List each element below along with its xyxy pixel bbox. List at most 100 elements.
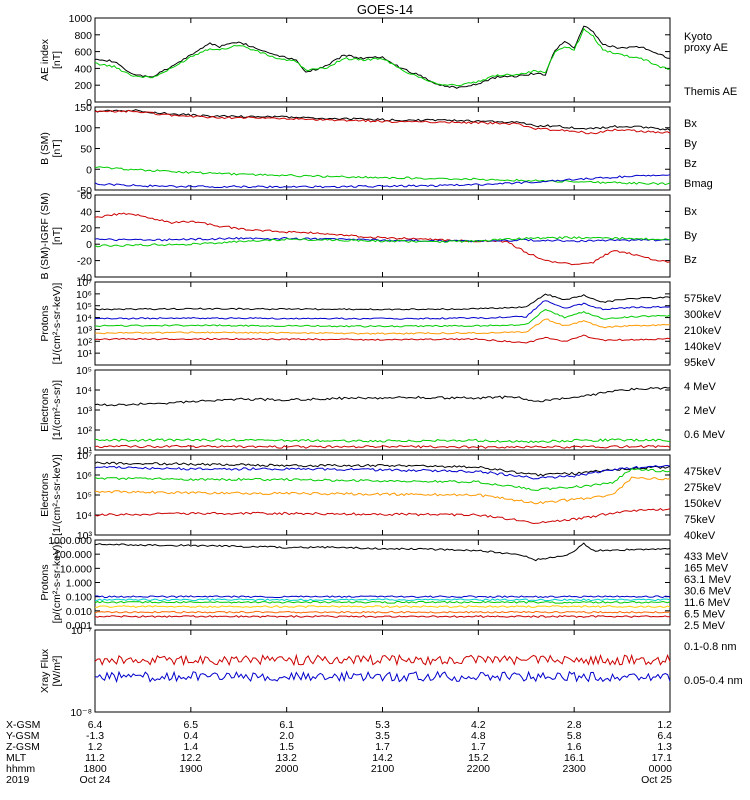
footer-cell: 6.1: [279, 719, 294, 731]
series-line-210kev: [94, 309, 671, 328]
panel-frame: [94, 194, 671, 278]
legend-entry: 95keV: [684, 357, 716, 369]
footer-row-label: Y-GSM: [6, 730, 39, 742]
y-axis-label: Electrons: [39, 388, 51, 432]
y-tick-label: 40: [80, 206, 92, 218]
panel-electrons_kev: 10⁷ 10⁶ 10⁵ 10⁴ 10³ Electrons [1/(cm²-s-sr-keV…: [39, 450, 722, 542]
y-tick-label: 10⁴: [76, 510, 92, 522]
footer-cell: 5.3: [375, 719, 390, 731]
footer-cell: 16.1: [564, 752, 585, 764]
y-tick-label: 10⁷: [77, 277, 93, 289]
series-line-kyoto-proxy-ae: [94, 27, 671, 87]
footer-cell: 6.4: [657, 730, 672, 742]
y-tick-label: 100.000: [54, 549, 92, 561]
series-line-0-6-mev: [94, 386, 671, 407]
footer-cell: 1.2: [88, 741, 103, 753]
legend-entry: proxy AE: [684, 42, 728, 54]
legend-entry: 63.1 MeV: [684, 574, 732, 586]
y-tick-label: 10⁵: [76, 490, 92, 502]
panel-frame: [94, 17, 671, 103]
y-tick-label: 0.001: [66, 620, 92, 632]
y-tick-label: 10⁶: [76, 289, 92, 301]
legend-entry: 11.6 MeV: [684, 597, 731, 609]
footer-row-label: MLT: [6, 752, 27, 764]
panel-frame: [94, 629, 671, 713]
y-axis-label: Protons: [39, 564, 51, 600]
series-line-475kev: [94, 507, 671, 525]
legend-entry: 6.5 MeV: [684, 609, 726, 621]
series-line-165-mev: [94, 610, 670, 614]
series-line-themis-ae: [94, 25, 670, 89]
series-line-bx: [94, 236, 671, 243]
footer-cell: 4.2: [471, 719, 486, 731]
y-axis-label: [nT]: [51, 227, 63, 245]
panel-electrons_mev: 10⁵ 10⁴ 10³ 10² 10¹ Electrons [1/(cm²-s-sr)] 4 …: [39, 365, 726, 457]
series-line-4-mev: [94, 444, 671, 449]
series-line-40kev: [94, 461, 671, 477]
legend-entry: 2 MeV: [684, 405, 716, 417]
legend-entry: 575keV: [684, 293, 722, 305]
y-tick-label: 100: [74, 123, 92, 135]
series-line-275kev: [94, 476, 671, 505]
y-tick-label: 0: [86, 164, 92, 176]
footer-cell: 15.2: [468, 752, 489, 764]
y-tick-label: 10⁶: [76, 470, 92, 482]
footer-cell: 0.4: [184, 730, 199, 742]
series-line-75kev: [94, 464, 671, 480]
footer-row-label: Z-GSM: [6, 741, 40, 753]
y-axis-label: Protons: [39, 305, 51, 341]
panel-bigrf: 60 40 20 0 -20 -40 B (SM)-IGRF (SM) [nT] Bx By Bz: [39, 190, 697, 284]
y-tick-label: 200: [74, 80, 92, 92]
y-tick-label: 10³: [77, 324, 93, 336]
series-line-575kev: [94, 334, 671, 344]
footer-cell: 2.8: [567, 719, 582, 731]
footer-cell: -1.3: [86, 730, 104, 742]
legend-entry: 75keV: [684, 514, 716, 526]
y-tick-label: 600: [74, 47, 92, 59]
footer-cell: 11.2: [85, 752, 105, 764]
y-axis-label: [nT]: [51, 139, 63, 157]
series-line-300kev: [95, 318, 671, 335]
footer-cell: 5.8: [567, 730, 582, 742]
footer-row-label: 2019: [6, 774, 30, 786]
y-tick-label: 10¹: [77, 445, 93, 457]
ephemeris-footer: X-GSMY-GSMZ-GSMMLThhmm20196.4-1.31.211.2…: [6, 719, 672, 786]
legend-entry: 30.6 MeV: [684, 586, 732, 598]
series-line-bz: [94, 109, 671, 135]
legend-entry: 433 MeV: [684, 551, 729, 563]
y-tick-label: 150: [74, 102, 92, 114]
y-tick-label: 10⁻⁸: [70, 707, 92, 719]
y-axis-label: Electrons: [39, 473, 51, 517]
y-tick-label: 10¹: [77, 348, 93, 360]
legend-entry: Themis AE: [684, 86, 737, 98]
footer-cell: 1.3: [657, 741, 672, 753]
legend-entry: Bx: [684, 118, 697, 130]
panel-frame: [94, 454, 671, 536]
y-tick-label: 800: [74, 30, 92, 42]
footer-cell: 12.2: [181, 752, 202, 764]
footer-row-label: X-GSM: [6, 719, 40, 731]
footer-cell: 6.4: [88, 719, 103, 731]
footer-cell: 2.0: [279, 730, 294, 742]
footer-cell: 6.5: [184, 719, 199, 731]
series-line-2-5-mev: [94, 542, 671, 562]
footer-cell: 1.6: [567, 741, 582, 753]
footer-cell: 4.8: [471, 730, 486, 742]
footer-cell: 14.2: [372, 752, 393, 764]
panel-xray: 10⁻⁷ 10⁻⁸ Xray Flux [W/m²] 0.1-0.8 nm 0.05-0.…: [39, 625, 743, 719]
footer-cell: 1.4: [184, 741, 199, 753]
y-tick-label: 10⁴: [76, 313, 92, 325]
series-line-2-mev: [94, 438, 671, 444]
legend-entry: 140keV: [684, 341, 722, 353]
legend-entry: Bmag: [684, 178, 713, 190]
footer-row-label: hhmm: [6, 763, 35, 775]
y-axis-label: B (SM): [39, 132, 51, 165]
legend-entry: 300keV: [684, 309, 722, 321]
y-tick-label: -40: [77, 272, 92, 284]
y-axis-label: AE index: [39, 38, 51, 81]
series-line-bx: [94, 174, 671, 189]
legend-entry: Bz: [684, 254, 697, 266]
y-tick-label: 10²: [77, 336, 93, 348]
series-line-11-6-mev: [94, 598, 671, 602]
